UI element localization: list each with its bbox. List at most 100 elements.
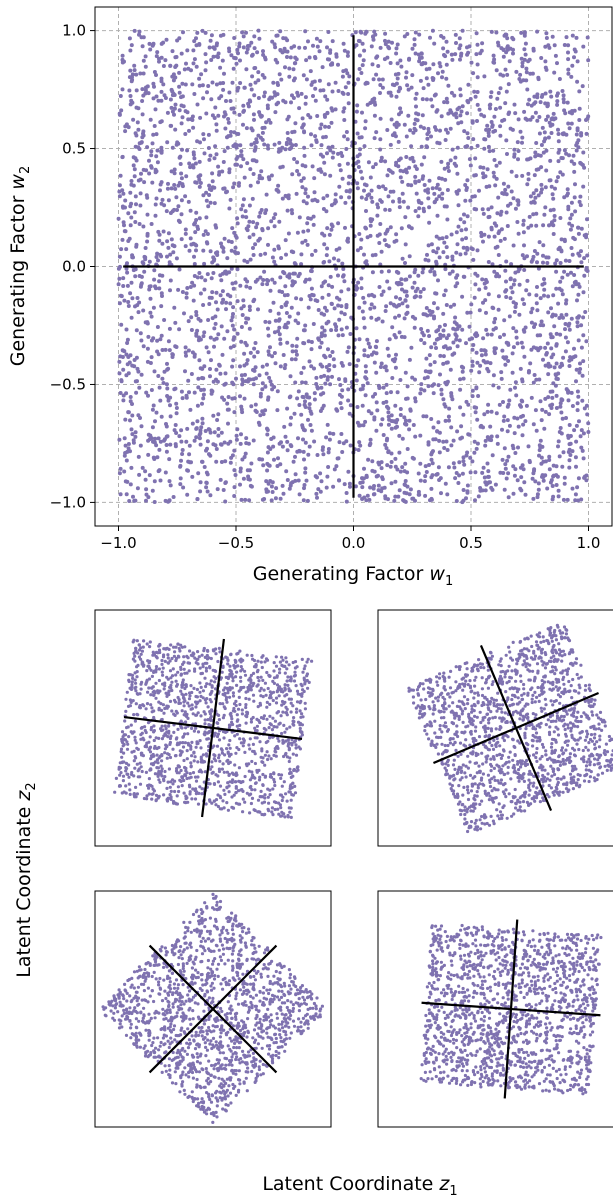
scatter-point xyxy=(553,383,558,388)
scatter-point xyxy=(148,310,153,315)
scatter-point xyxy=(581,359,586,364)
scatter-point xyxy=(406,113,411,118)
panel-point xyxy=(268,696,272,700)
scatter-point xyxy=(533,479,538,484)
scatter-point xyxy=(252,158,257,163)
scatter-point xyxy=(396,71,401,76)
scatter-point xyxy=(266,397,270,402)
scatter-point xyxy=(412,42,417,47)
scatter-point xyxy=(581,44,586,49)
scatter-point xyxy=(522,47,527,52)
panel-point xyxy=(162,779,166,783)
scatter-point xyxy=(258,275,263,280)
panel-point xyxy=(250,770,254,774)
scatter-point xyxy=(163,58,168,63)
scatter-point xyxy=(385,55,390,60)
scatter-point xyxy=(333,198,338,203)
scatter-point xyxy=(485,366,490,371)
scatter-point xyxy=(240,313,245,317)
scatter-point xyxy=(121,220,126,225)
panel-point xyxy=(176,741,180,745)
scatter-point xyxy=(291,78,296,83)
scatter-point xyxy=(172,106,177,111)
scatter-point xyxy=(283,303,288,308)
scatter-point xyxy=(366,354,371,359)
scatter-point xyxy=(152,84,156,89)
scatter-point xyxy=(477,107,482,112)
scatter-point xyxy=(453,32,458,37)
panel-point xyxy=(205,682,209,686)
scatter-point xyxy=(561,97,566,102)
panel-point xyxy=(174,679,178,683)
scatter-point xyxy=(529,310,534,315)
scatter-point xyxy=(164,443,169,447)
scatter-point xyxy=(348,174,353,179)
scatter-point xyxy=(511,464,516,469)
scatter-point xyxy=(179,121,184,126)
scatter-point xyxy=(541,459,546,464)
scatter-point xyxy=(309,340,314,344)
scatter-point xyxy=(411,496,416,501)
scatter-point xyxy=(446,83,451,88)
scatter-point xyxy=(530,257,535,262)
scatter-point xyxy=(234,376,238,381)
scatter-point xyxy=(179,51,184,56)
panel-point xyxy=(173,713,177,718)
scatter-point xyxy=(581,150,586,155)
scatter-point xyxy=(448,158,453,163)
scatter-point xyxy=(356,280,361,285)
scatter-point xyxy=(575,140,580,145)
panel-point xyxy=(130,770,134,775)
scatter-point xyxy=(354,109,359,114)
scatter-point xyxy=(121,191,126,196)
scatter-point xyxy=(384,446,389,451)
scatter-point xyxy=(423,369,428,374)
scatter-point xyxy=(567,458,572,463)
scatter-point xyxy=(548,158,553,163)
scatter-point xyxy=(376,473,380,478)
scatter-point xyxy=(187,390,191,395)
scatter-point xyxy=(584,473,589,478)
scatter-point xyxy=(364,473,369,478)
scatter-point xyxy=(412,325,417,330)
scatter-point xyxy=(128,395,133,399)
scatter-point xyxy=(426,196,431,201)
scatter-point xyxy=(197,42,202,47)
scatter-point xyxy=(301,176,306,181)
panel-point xyxy=(241,744,245,748)
scatter-point xyxy=(152,440,157,445)
scatter-point xyxy=(262,269,267,274)
scatter-point xyxy=(270,39,275,44)
scatter-point xyxy=(374,55,379,60)
panel-point xyxy=(128,792,132,797)
panel-point xyxy=(299,682,303,686)
scatter-point xyxy=(117,183,122,188)
scatter-point xyxy=(474,405,479,410)
scatter-point xyxy=(559,156,564,160)
scatter-point xyxy=(461,498,466,503)
scatter-point xyxy=(472,450,477,455)
scatter-point xyxy=(512,278,517,283)
scatter-point xyxy=(345,349,350,354)
scatter-point xyxy=(313,86,318,91)
panel-point xyxy=(180,784,184,788)
scatter-point xyxy=(144,498,148,503)
scatter-point xyxy=(192,254,196,259)
scatter-point xyxy=(419,144,424,149)
scatter-point xyxy=(275,408,280,413)
scatter-point xyxy=(263,384,268,389)
scatter-point xyxy=(143,246,148,250)
scatter-point xyxy=(269,437,274,441)
scatter-point xyxy=(430,28,435,33)
scatter-point xyxy=(231,106,236,111)
scatter-point xyxy=(482,74,487,79)
scatter-point xyxy=(330,350,335,354)
scatter-point xyxy=(326,292,331,297)
scatter-point xyxy=(371,394,375,399)
scatter-point xyxy=(329,222,334,227)
scatter-point xyxy=(526,225,531,230)
scatter-point xyxy=(324,253,329,258)
scatter-point xyxy=(544,168,549,173)
scatter-point xyxy=(453,332,458,337)
scatter-point xyxy=(159,414,164,419)
